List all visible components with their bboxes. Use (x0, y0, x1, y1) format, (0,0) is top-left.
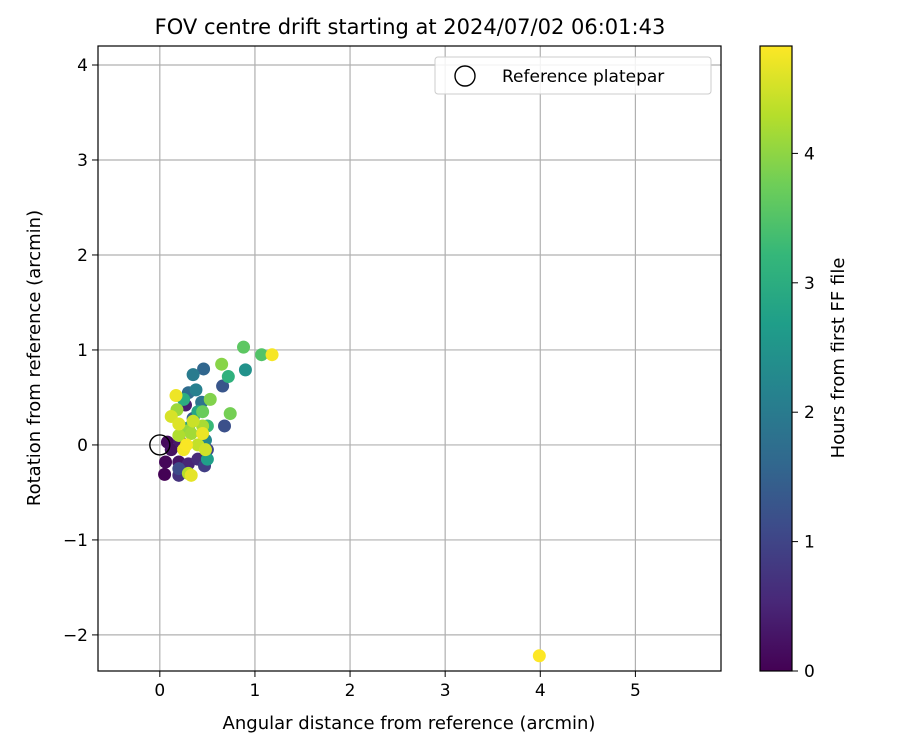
x-tick-label: 3 (440, 681, 451, 701)
legend-box (434, 56, 712, 95)
data-point (215, 357, 229, 371)
x-axis-ticks: 0 1 2 3 4 5 (154, 671, 641, 701)
data-point (169, 389, 183, 403)
x-tick-label: 4 (535, 681, 546, 701)
data-point (532, 649, 546, 663)
colorbar-gradient (759, 45, 793, 672)
x-tick-label: 5 (630, 681, 641, 701)
x-tick-label: 0 (154, 681, 165, 701)
plot-frame (97, 45, 722, 672)
y-tick-label: 4 (77, 56, 88, 76)
legend-marker (454, 65, 476, 87)
colorbar-tick-label: 1 (804, 533, 815, 553)
data-point (159, 455, 173, 469)
data-point (203, 392, 217, 406)
data-point (189, 383, 203, 397)
data-point (197, 362, 211, 376)
y-tick-label: −1 (63, 531, 88, 551)
data-point (184, 468, 198, 482)
data-point (223, 407, 237, 421)
data-point (255, 348, 269, 362)
data-point (158, 467, 172, 481)
data-point (216, 379, 230, 393)
colorbar-ticks: 0 1 2 3 4 (792, 144, 815, 682)
data-point (179, 438, 193, 452)
colorbar-tick-label: 3 (804, 274, 815, 294)
reference-point (149, 434, 171, 456)
data-point (198, 443, 212, 457)
y-axis-label: Rotation from reference (arcmin) (24, 210, 45, 506)
x-tick-label: 1 (250, 681, 261, 701)
colorbar-tick-label: 4 (804, 144, 815, 164)
data-point (172, 417, 186, 431)
legend-label: Reference platepar (502, 67, 664, 87)
data-point (186, 368, 200, 382)
y-tick-label: −2 (63, 626, 88, 646)
chart-title: FOV centre drift starting at 2024/07/02 … (155, 15, 666, 39)
data-points (158, 340, 546, 663)
data-point (184, 427, 198, 441)
data-point (164, 443, 178, 457)
x-tick-label: 2 (345, 681, 356, 701)
y-tick-label: 1 (77, 341, 88, 361)
y-tick-label: 0 (77, 436, 88, 456)
data-point (186, 414, 200, 428)
data-point (172, 428, 186, 442)
y-tick-label: 3 (77, 151, 88, 171)
colorbar-tick-label: 2 (804, 403, 815, 423)
grid-lines (98, 46, 721, 671)
data-point (196, 405, 210, 419)
colorbar-label: Hours from first FF file (828, 258, 849, 459)
data-point (196, 427, 210, 441)
data-point (221, 370, 235, 384)
data-point (265, 348, 279, 362)
y-tick-label: 2 (77, 246, 88, 266)
data-point (238, 363, 252, 377)
legend: Reference platepar (434, 56, 712, 95)
data-point (218, 419, 232, 433)
colorbar-tick-label: 0 (804, 662, 815, 682)
y-axis-ticks: −2 −1 0 1 2 3 4 (63, 56, 98, 646)
data-point (237, 340, 251, 354)
colorbar: 0 1 2 3 4 Hours from first FF file (759, 45, 849, 682)
x-axis-label: Angular distance from reference (arcmin) (223, 713, 596, 734)
reference-marker (149, 434, 171, 456)
